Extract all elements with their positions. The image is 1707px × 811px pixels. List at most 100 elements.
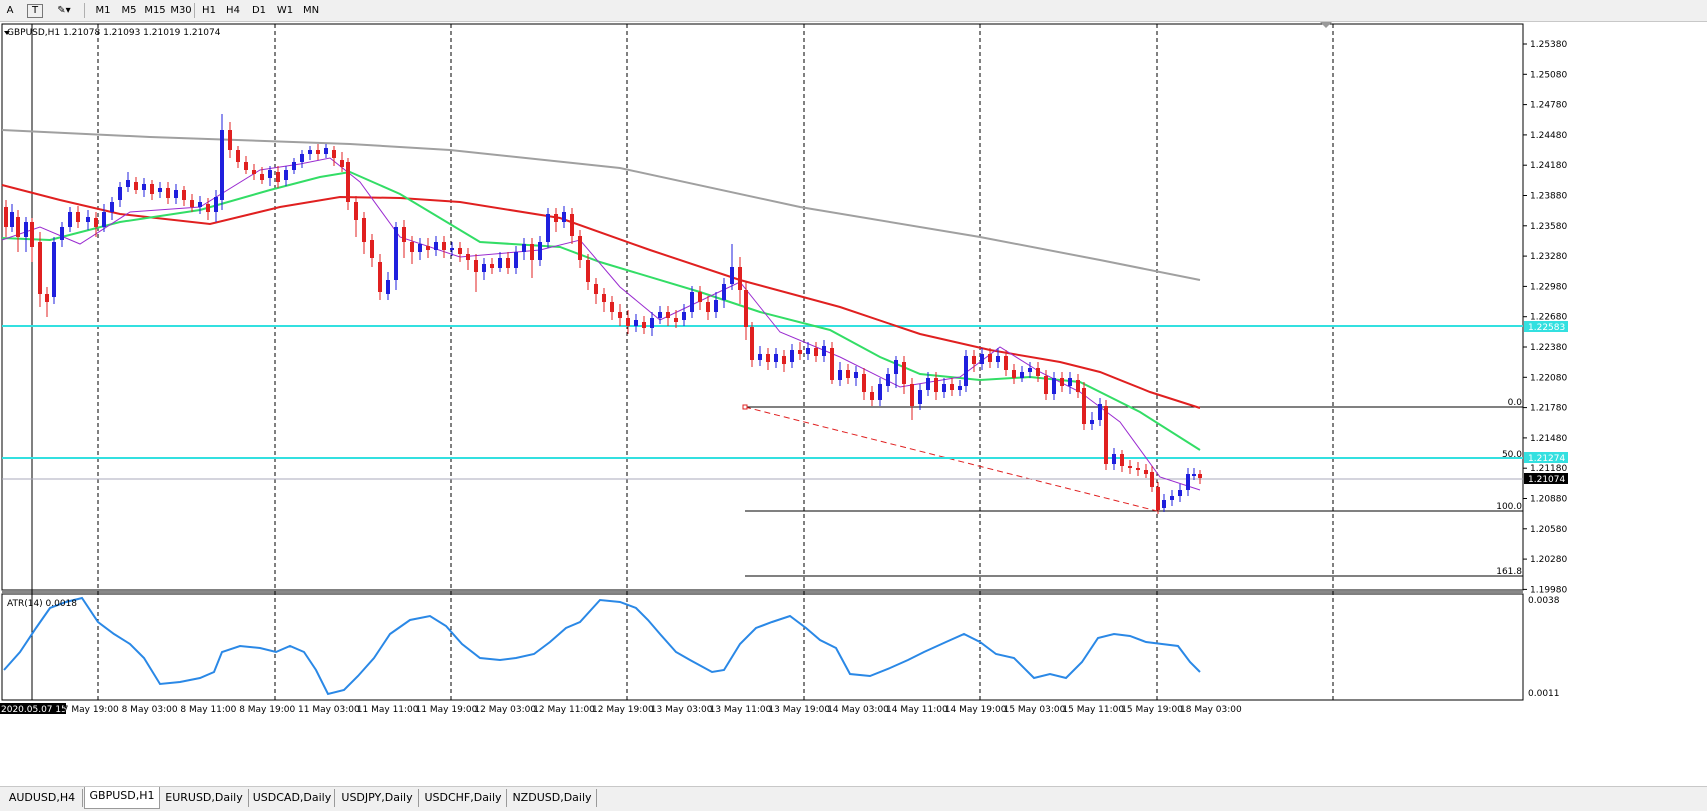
- time-axis: 2020.05.07 15:007 May 19:00 8 May 03:00 8 …: [0, 703, 1242, 715]
- time-tick-label: 15 May 03:00: [1004, 705, 1066, 715]
- time-tick-label: 8 May 03:00: [122, 705, 178, 715]
- candle-body: [766, 354, 770, 362]
- candle-body: [546, 214, 550, 242]
- timeframe-m15-button[interactable]: M15: [144, 5, 166, 16]
- candle-body: [1128, 466, 1132, 468]
- candle-body: [846, 370, 850, 378]
- main-chart-frame: [1, 23, 1524, 591]
- text-label-tool-button[interactable]: T: [27, 4, 43, 18]
- candle-body: [276, 172, 280, 182]
- fib-anchor[interactable]: [742, 404, 748, 410]
- candle-body: [730, 267, 734, 284]
- timeframe-m30-button[interactable]: M30: [170, 5, 192, 16]
- timeframe-d1-button[interactable]: D1: [251, 5, 267, 16]
- candle-body: [308, 150, 312, 154]
- candle-body: [102, 212, 106, 227]
- candle-body: [362, 218, 366, 242]
- candle-body: [252, 170, 256, 174]
- candle-body: [910, 384, 914, 406]
- price-tick-label: 1.23580: [1530, 222, 1567, 232]
- price-chart[interactable]: 1.25380 1.25080 1.24780 1.24480 1.24180 1.238…: [0, 22, 1707, 786]
- candle-body: [1012, 370, 1016, 378]
- timeframe-w1-button[interactable]: W1: [276, 5, 294, 16]
- time-tick-label: 8 May 19:00: [239, 705, 295, 715]
- candle-body: [682, 312, 686, 320]
- candle-body: [10, 212, 14, 227]
- timeframe-mn-button[interactable]: MN: [302, 5, 320, 16]
- candle-body: [182, 190, 186, 200]
- candle-body: [626, 318, 630, 326]
- candle-body: [714, 300, 718, 312]
- candle-body: [774, 354, 778, 362]
- candle-body: [988, 354, 992, 362]
- time-tick-label: 12 May 19:00: [592, 705, 654, 715]
- candle-body: [1144, 470, 1148, 474]
- svg-text:1.22583: 1.22583: [1528, 323, 1565, 333]
- candle-body: [1004, 356, 1008, 370]
- tab-audusd-h4[interactable]: AUDUSD,H4: [2, 789, 83, 807]
- candle-body: [562, 212, 566, 222]
- candle-body: [750, 327, 754, 360]
- candle-body: [1044, 376, 1048, 394]
- candle-body: [830, 348, 834, 380]
- time-tick-label: 8 May 11:00: [180, 705, 236, 715]
- candle-body: [1162, 500, 1166, 508]
- time-tick-label: 13 May 19:00: [768, 705, 830, 715]
- chart-title-dropdown-icon[interactable]: [4, 31, 10, 35]
- candle-body: [570, 214, 574, 236]
- candle-body: [110, 202, 114, 212]
- candle-body: [284, 170, 288, 180]
- tab-usdcad-daily[interactable]: USDCAD,Daily: [250, 789, 335, 807]
- price-tick-label: 1.24480: [1530, 131, 1567, 141]
- candle-body: [386, 280, 390, 294]
- candle-body: [332, 150, 336, 158]
- fib-label-100: 100.0: [1496, 502, 1522, 512]
- tab-usdchf-daily[interactable]: USDCHF,Daily: [420, 789, 507, 807]
- svg-text:1.21074: 1.21074: [1528, 475, 1565, 485]
- horizontal-lines[interactable]: [2, 325, 1523, 480]
- candle-body: [506, 258, 510, 268]
- chart-shift-marker-icon[interactable]: [1320, 22, 1332, 28]
- tab-gbpusd-h1[interactable]: GBPUSD,H1: [84, 787, 160, 809]
- candle-body: [142, 184, 146, 190]
- candle-body: [482, 264, 486, 272]
- candle-body: [1020, 372, 1024, 378]
- price-tick-label: 1.24180: [1530, 161, 1567, 171]
- candle-body: [554, 214, 558, 222]
- indicator-frame: [1, 593, 1524, 701]
- timeframe-h1-button[interactable]: H1: [202, 5, 216, 16]
- candle-body: [490, 264, 494, 268]
- tab-nzdusd-daily[interactable]: NZDUSD,Daily: [508, 789, 597, 807]
- candle-body: [426, 246, 430, 250]
- tab-eurusd-daily[interactable]: EURUSD,Daily: [160, 789, 249, 807]
- candle-body: [498, 258, 502, 268]
- candle-body: [996, 356, 1000, 362]
- timeframe-m5-button[interactable]: M5: [121, 5, 137, 16]
- ma-200-line: [1, 129, 1201, 281]
- candle-body: [642, 322, 646, 328]
- candle-body: [134, 182, 138, 190]
- candle-body: [68, 212, 72, 227]
- candle-body: [1192, 474, 1196, 476]
- candle-body: [690, 292, 694, 312]
- time-tick-label: 12 May 11:00: [533, 705, 595, 715]
- candle-body: [402, 227, 406, 242]
- candle-body: [650, 318, 654, 328]
- price-tick-label: 1.25380: [1530, 40, 1567, 50]
- fib-label-161: 161.8: [1496, 567, 1522, 577]
- timeframe-h4-button[interactable]: H4: [226, 5, 240, 16]
- tab-usdjpy-daily[interactable]: USDJPY,Daily: [336, 789, 419, 807]
- arrows-tool-button[interactable]: ✎▾: [57, 5, 71, 16]
- candle-body: [228, 130, 232, 150]
- candle-body: [790, 350, 794, 362]
- chart-tabs: AUDUSD,H4 GBPUSD,H1 EURUSD,Daily USDCAD,Dai…: [0, 786, 1707, 811]
- text-tool-button[interactable]: A: [6, 5, 14, 16]
- candle-body: [602, 294, 606, 302]
- crosshair-time-tag: [0, 703, 66, 714]
- timeframe-m1-button[interactable]: M1: [95, 5, 111, 16]
- candle-body: [934, 378, 938, 392]
- time-tick-label: 14 May 03:00: [827, 705, 889, 715]
- candle-body: [1098, 404, 1102, 420]
- time-tick-label: 14 May 11:00: [886, 705, 948, 715]
- candle-body: [174, 190, 178, 198]
